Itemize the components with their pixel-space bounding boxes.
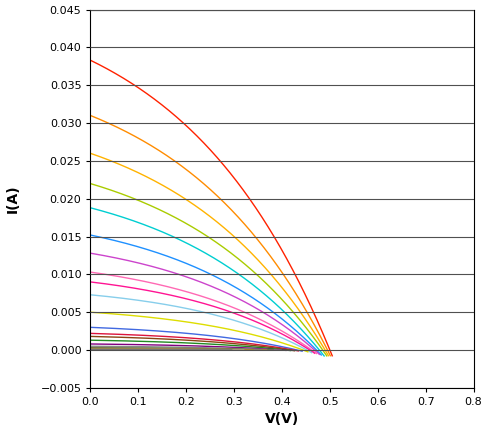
- X-axis label: V(V): V(V): [265, 413, 299, 426]
- Y-axis label: I(A): I(A): [5, 184, 20, 213]
